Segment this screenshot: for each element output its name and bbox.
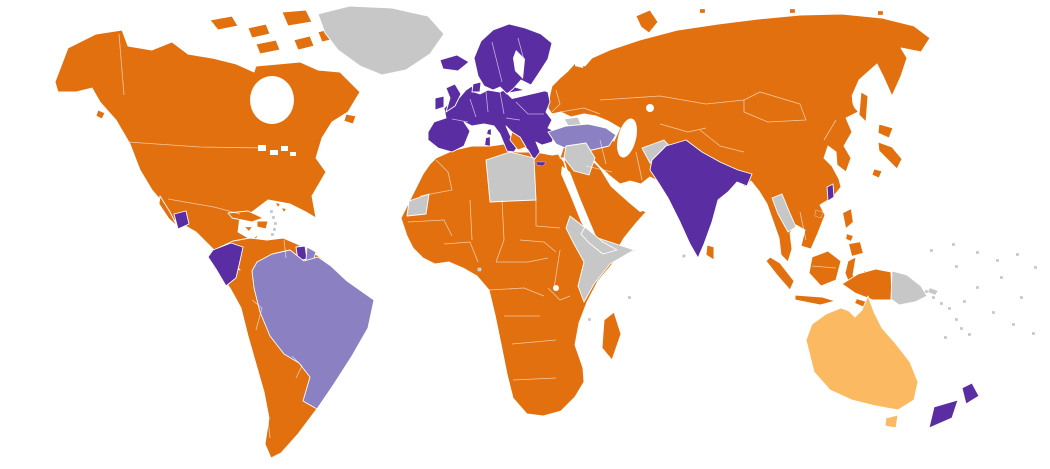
region-guatemala: [173, 210, 190, 230]
region-java: [794, 294, 836, 306]
region-laos: [771, 193, 797, 233]
region-australia: [805, 295, 919, 411]
region-madagascar: [601, 311, 622, 361]
region-tasmania: [884, 414, 899, 429]
region-india: [649, 139, 753, 259]
region-sakhalin: [858, 91, 869, 123]
region-borneo: [808, 250, 842, 287]
region-colombia: [207, 242, 244, 287]
region-russian-arctic-islands: [699, 8, 884, 16]
region-maldives: [681, 253, 687, 259]
region-new-britain: [927, 287, 939, 296]
white-sea-water: [575, 56, 585, 68]
region-sumatra: [765, 256, 795, 291]
region-pacific-islands: [924, 242, 1038, 340]
region-turkey: [547, 123, 617, 151]
region-libya: [485, 151, 537, 203]
region-small-islands: [477, 267, 632, 322]
region-ireland: [434, 95, 445, 111]
region-sri-lanka: [705, 244, 715, 261]
region-baja-california: [158, 195, 178, 227]
region-hainan: [814, 209, 824, 219]
region-syria-jordan: [563, 142, 596, 176]
region-western-sahara: [406, 193, 430, 217]
region-vancouver-island: [95, 109, 106, 120]
region-jamaica: [244, 226, 253, 232]
region-north-america: [54, 29, 361, 277]
region-philippines: [842, 208, 864, 257]
lake-victoria-water: [553, 285, 559, 291]
gulf-of-bothnia-water: [513, 50, 525, 79]
region-bahamas: [275, 202, 287, 213]
region-newfoundland: [343, 113, 357, 125]
region-new-zealand: [928, 382, 980, 429]
region-western-balkans: [509, 131, 527, 151]
region-cuba: [227, 210, 264, 223]
aral-sea-water: [646, 104, 654, 112]
region-hispaniola: [256, 220, 269, 230]
region-denmark: [471, 81, 482, 93]
persian-gulf-water: [610, 180, 646, 212]
region-asia: [547, 13, 931, 263]
region-greenland: [317, 5, 445, 76]
region-scandinavia: [473, 23, 553, 95]
red-sea-water: [561, 166, 596, 239]
hudson-bay-water: [250, 76, 294, 124]
region-novaya-zemlya: [635, 9, 659, 34]
baltic-sea-water: [506, 87, 546, 99]
region-yemen: [580, 226, 618, 255]
region-taiwan: [826, 183, 835, 202]
caspian-sea-water: [617, 118, 637, 158]
great-lakes-water: [258, 145, 296, 156]
region-united-kingdom: [445, 83, 462, 113]
region-iceland: [439, 54, 470, 72]
country-borders: [118, 33, 837, 439]
region-lesser-antilles: [269, 209, 278, 237]
region-japan: [871, 123, 903, 179]
region-brazil: [251, 249, 375, 410]
region-papua-new-guinea: [890, 270, 928, 306]
